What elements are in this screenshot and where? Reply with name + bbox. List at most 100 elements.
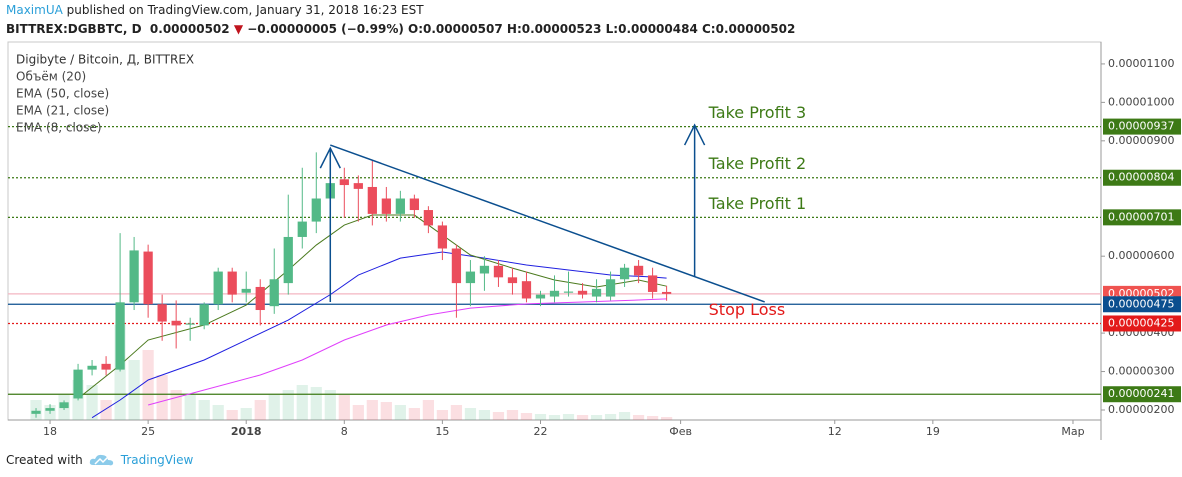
- published: published on TradingView.com, January 31…: [66, 3, 424, 17]
- candle-body: [367, 186, 377, 214]
- author[interactable]: MaximUA: [6, 3, 63, 17]
- x-tick-label: 12: [828, 425, 842, 438]
- x-tick-label: Мар: [1061, 425, 1084, 438]
- candle-body: [87, 365, 97, 370]
- level-note: Take Profit 3: [708, 103, 807, 122]
- candle-body: [577, 290, 588, 295]
- level-note: Take Profit 2: [708, 154, 807, 173]
- candle-body: [661, 291, 672, 294]
- level-label: 0.00000804: [1108, 171, 1174, 184]
- volume-bar: [254, 400, 266, 420]
- volume-bar: [450, 405, 463, 420]
- logo: [89, 454, 113, 466]
- candle-body: [479, 265, 490, 274]
- publish-line: MaximUA published on TradingView.com, Ja…: [6, 3, 424, 17]
- quote-line: BITTREX:DGBBTC, D 0.00000502 ▼ −0.000000…: [6, 22, 795, 36]
- candle-body: [647, 275, 658, 292]
- volume-bar: [324, 390, 336, 420]
- level-tag: [1103, 296, 1181, 313]
- candle-body: [45, 408, 55, 411]
- volume-bar: [156, 375, 168, 420]
- candle-body: [465, 271, 476, 284]
- volume-bar: [478, 410, 491, 420]
- chart-title: Digibyte / Bitcoin, Д, BITTREX: [16, 53, 194, 67]
- volume-bar: [198, 400, 210, 420]
- level-tag: [1103, 169, 1181, 186]
- plot: [8, 123, 1101, 420]
- volume-bar: [240, 408, 252, 420]
- x-tick-label: Фев: [669, 425, 692, 438]
- volume-bar: [464, 408, 477, 420]
- ohlc-open: O:0.00000507: [408, 22, 503, 36]
- level-tag: [1103, 386, 1181, 403]
- symbol: BITTREX:DGBBTC, D: [6, 22, 142, 36]
- legend-entry: EMA (8, close): [16, 121, 102, 135]
- x-tick-label: 22: [533, 425, 547, 438]
- y-tick-label: 0.00000600: [1108, 249, 1174, 262]
- y-tick-label: 0.00001000: [1108, 95, 1174, 108]
- candle-body: [213, 271, 223, 305]
- legend-entry: EMA (21, close): [16, 104, 109, 118]
- brand[interactable]: TradingView: [120, 453, 194, 467]
- ohlc-close: C:0.00000502: [702, 22, 796, 36]
- footer: Created with TradingView: [6, 452, 193, 468]
- chart: Digibyte / Bitcoin, Д, BITTREX 0.0000110…: [7, 41, 1181, 440]
- volume-bar: [310, 387, 322, 420]
- candle-body: [241, 288, 251, 293]
- level-label: 0.00000475: [1108, 297, 1174, 310]
- candle-body: [633, 265, 644, 276]
- volume-bar: [226, 410, 238, 420]
- volume-bar: [604, 414, 617, 420]
- candle-body: [409, 198, 419, 211]
- ohlc-high: H:0.00000523: [506, 22, 602, 36]
- candle-body: [297, 221, 307, 237]
- created-with: Created with: [6, 453, 83, 467]
- volume-bar: [212, 405, 224, 420]
- candle-body: [31, 410, 41, 414]
- candle-body: [549, 290, 560, 297]
- ohlc-low: L:0.00000484: [605, 22, 698, 36]
- candle-body: [563, 291, 574, 293]
- volume-bar: [380, 402, 392, 420]
- volume-bar: [548, 415, 561, 420]
- volume-bar: [632, 415, 645, 420]
- y-tick-label: 0.00001100: [1108, 57, 1174, 70]
- candle-body: [115, 302, 125, 370]
- ema-line: [91, 251, 667, 419]
- level-tag: [1103, 118, 1181, 135]
- volume-bar: [520, 413, 533, 420]
- y-tick-label: 0.00000900: [1108, 134, 1174, 147]
- level-label: 0.00000937: [1108, 120, 1174, 133]
- candle-body: [381, 198, 391, 214]
- volume-bar: [184, 395, 196, 420]
- volume-bar: [506, 410, 519, 420]
- ema-line: [147, 298, 667, 406]
- volume-bar: [394, 405, 406, 420]
- volume-bar: [408, 408, 420, 420]
- volume-bar: [282, 390, 294, 420]
- level-label: 0.00000425: [1108, 316, 1174, 329]
- arrow-head: [683, 123, 706, 146]
- level-note: Take Profit 1: [708, 194, 807, 213]
- candle-body: [269, 279, 279, 307]
- volume-bar: [268, 395, 280, 420]
- volume-bar: [576, 415, 589, 420]
- candle-body: [591, 288, 602, 297]
- volume-bar: [660, 417, 673, 420]
- candle-body: [395, 198, 405, 214]
- x-tick-label: 19: [926, 425, 940, 438]
- candle-body: [451, 248, 462, 284]
- candle-body: [311, 198, 321, 222]
- candle-body: [339, 179, 349, 186]
- candle-body: [255, 286, 265, 311]
- level-tag: [1103, 315, 1181, 332]
- down-icon: ▼: [233, 22, 244, 36]
- volume-bar: [100, 400, 112, 420]
- y-tick-label: 0.00000200: [1108, 403, 1174, 416]
- volume-bar: [534, 414, 547, 420]
- arrow-head: [319, 146, 341, 169]
- candle-body: [521, 281, 532, 299]
- volume-bar: [492, 412, 505, 420]
- candle-body: [437, 225, 448, 249]
- candle-body: [227, 271, 237, 295]
